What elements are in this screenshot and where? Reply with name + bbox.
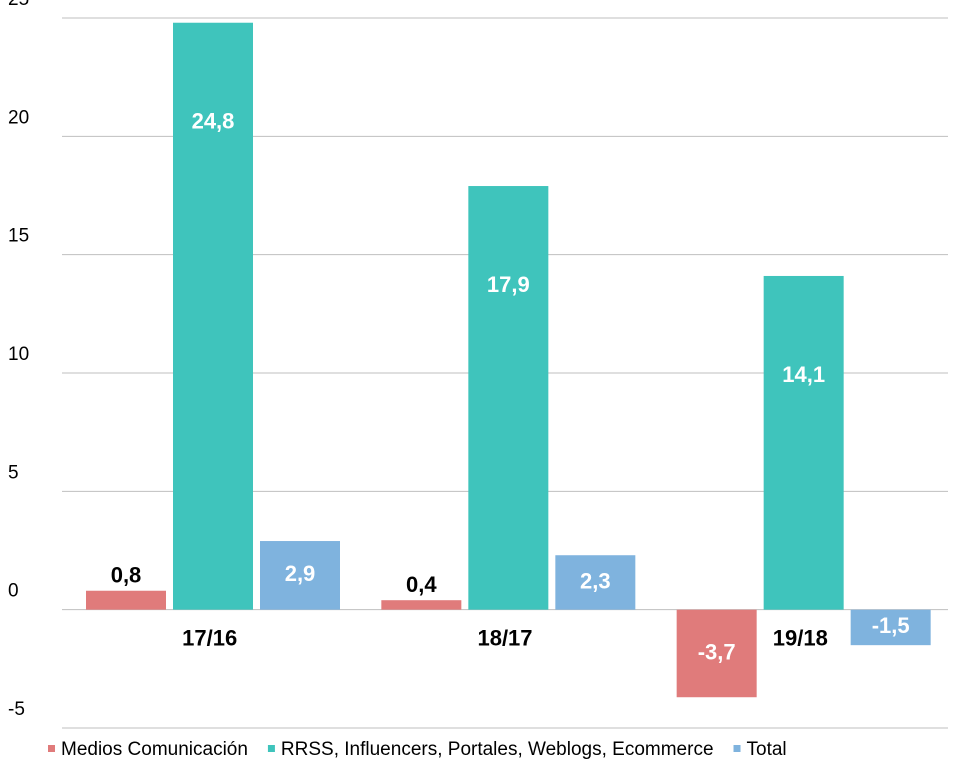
- data-label: 2,3: [580, 568, 611, 593]
- legend-swatch: [733, 745, 741, 752]
- y-tick-label: 20: [8, 107, 29, 128]
- bar: [676, 609, 757, 698]
- data-label: -3,7: [698, 639, 736, 664]
- bar: [173, 22, 253, 610]
- y-tick-label: 25: [8, 0, 29, 10]
- data-label: 0,8: [111, 563, 142, 588]
- legend-swatch: [267, 745, 275, 752]
- data-label: 17,9: [487, 272, 530, 297]
- legend-label: Total: [747, 739, 787, 760]
- data-label: 14,1: [782, 362, 825, 387]
- data-label: 24,8: [192, 109, 235, 134]
- data-label: 0,4: [406, 572, 437, 597]
- bar: [850, 609, 931, 646]
- y-tick-label: -5: [8, 699, 25, 720]
- data-label: -1,5: [872, 613, 910, 638]
- y-tick-label: 5: [8, 462, 19, 483]
- bar: [555, 555, 636, 610]
- bar: [86, 590, 166, 610]
- y-tick-label: 15: [8, 226, 29, 247]
- bar: [468, 186, 549, 610]
- bar: [260, 541, 340, 610]
- x-tick-label: 19/18: [773, 625, 828, 650]
- data-label: 2,9: [285, 561, 316, 586]
- bar: [381, 600, 462, 610]
- x-tick-label: 17/16: [182, 625, 237, 650]
- bar: [763, 275, 844, 610]
- y-tick-label: 10: [8, 344, 29, 365]
- legend-label: Medios Comunicación: [61, 739, 248, 760]
- legend-swatch: [48, 745, 55, 752]
- y-tick-label: 0: [8, 581, 19, 602]
- legend-label: RRSS, Influencers, Portales, Weblogs, Ec…: [281, 739, 714, 760]
- x-tick-label: 18/17: [477, 625, 532, 650]
